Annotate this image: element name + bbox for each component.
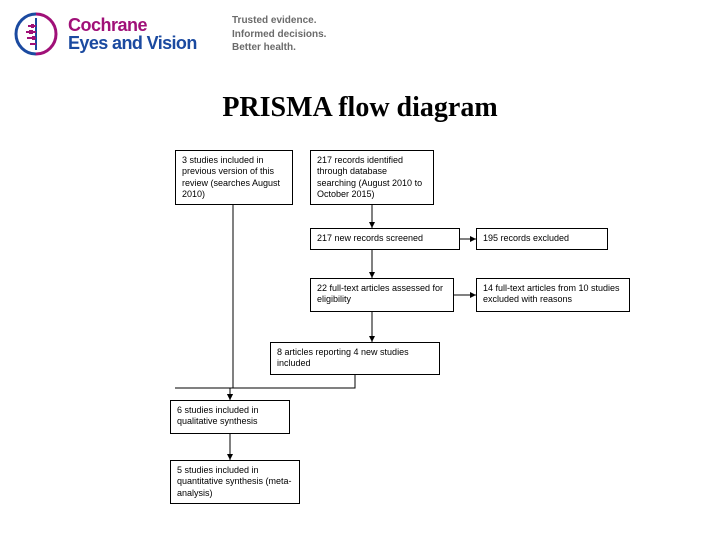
brand-text: Cochrane Eyes and Vision [68, 16, 197, 52]
flowchart-edge [175, 196, 233, 400]
flowchart-node-ftexcl: 14 full-text articles from 10 studies ex… [476, 278, 630, 312]
tagline-line: Better health. [232, 41, 326, 55]
flowchart-node-ident: 217 records identified through database … [310, 150, 434, 205]
cochrane-logo-icon [14, 12, 58, 56]
page-title: PRISMA flow diagram [0, 92, 720, 124]
flowchart-node-excluded: 195 records excluded [476, 228, 608, 250]
flowchart-node-prev: 3 studies included in previous version o… [175, 150, 293, 205]
flowchart-node-qual: 6 studies included in qualitative synthe… [170, 400, 290, 434]
flowchart-node-assessed: 22 full-text articles assessed for eligi… [310, 278, 454, 312]
brand-header: Cochrane Eyes and Vision [14, 12, 197, 56]
tagline-line: Trusted evidence. [232, 14, 326, 28]
flowchart-node-screened: 217 new records screened [310, 228, 460, 250]
tagline-line: Informed decisions. [232, 28, 326, 42]
brand-bottom-line: Eyes and Vision [68, 34, 197, 52]
flowchart-edge [230, 372, 355, 400]
flowchart-node-newstud: 8 articles reporting 4 new studies inclu… [270, 342, 440, 375]
brand-top-line: Cochrane [68, 16, 197, 34]
tagline: Trusted evidence. Informed decisions. Be… [232, 14, 326, 55]
prisma-diagram: 3 studies included in previous version o… [0, 140, 720, 540]
flowchart-node-quant: 5 studies included in quantitative synth… [170, 460, 300, 504]
